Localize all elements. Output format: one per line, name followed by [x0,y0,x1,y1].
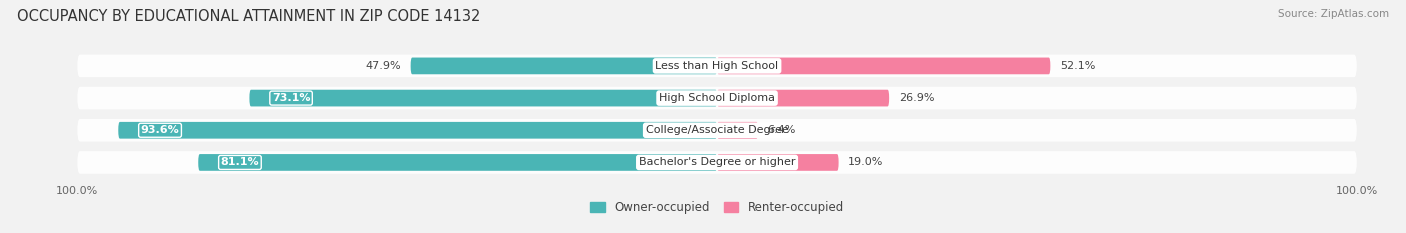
FancyBboxPatch shape [249,90,717,106]
Text: 19.0%: 19.0% [848,158,883,168]
Text: 52.1%: 52.1% [1060,61,1095,71]
Text: College/Associate Degree: College/Associate Degree [645,125,789,135]
FancyBboxPatch shape [717,90,889,106]
FancyBboxPatch shape [411,58,717,74]
Text: 6.4%: 6.4% [768,125,796,135]
Text: High School Diploma: High School Diploma [659,93,775,103]
FancyBboxPatch shape [77,55,1357,77]
FancyBboxPatch shape [77,119,1357,141]
Text: 26.9%: 26.9% [898,93,934,103]
FancyBboxPatch shape [77,87,1357,109]
FancyBboxPatch shape [77,151,1357,174]
FancyBboxPatch shape [717,154,838,171]
FancyBboxPatch shape [717,58,1050,74]
Text: 93.6%: 93.6% [141,125,180,135]
Text: 81.1%: 81.1% [221,158,259,168]
Text: 47.9%: 47.9% [366,61,401,71]
Legend: Owner-occupied, Renter-occupied: Owner-occupied, Renter-occupied [586,197,848,219]
Text: Less than High School: Less than High School [655,61,779,71]
FancyBboxPatch shape [198,154,717,171]
Text: Source: ZipAtlas.com: Source: ZipAtlas.com [1278,9,1389,19]
FancyBboxPatch shape [717,122,758,139]
FancyBboxPatch shape [118,122,717,139]
Text: 73.1%: 73.1% [271,93,311,103]
Text: Bachelor's Degree or higher: Bachelor's Degree or higher [638,158,796,168]
Text: OCCUPANCY BY EDUCATIONAL ATTAINMENT IN ZIP CODE 14132: OCCUPANCY BY EDUCATIONAL ATTAINMENT IN Z… [17,9,481,24]
